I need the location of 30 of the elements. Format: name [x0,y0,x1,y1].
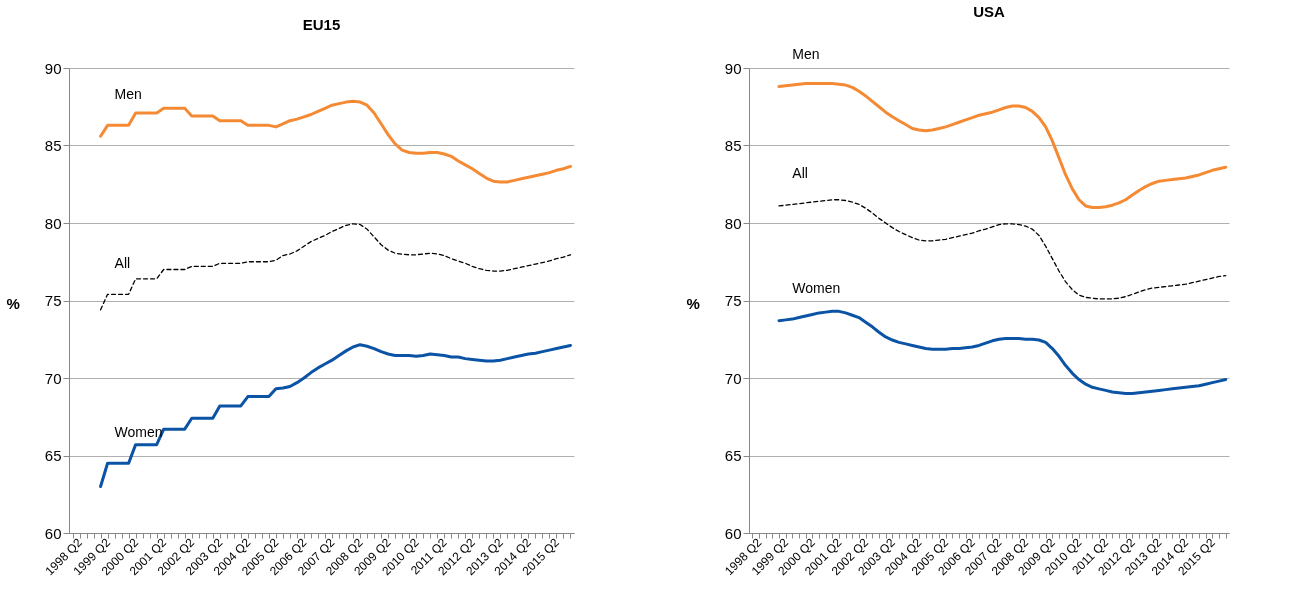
y-tick-label: 90 [724,59,742,77]
series-label: All [114,255,131,272]
series-label: All [792,165,808,182]
y-tick-label: 75 [44,292,62,309]
line-series [99,343,572,488]
y-tick-label: 80 [44,214,62,232]
y-tick-label: 70 [44,369,62,387]
y-tick-label: 70 [724,369,742,387]
y-axis-title: % [686,294,700,312]
y-tick-label: 90 [44,59,62,77]
chart-title: EU15 [302,16,341,33]
y-tick-label: 85 [724,137,742,154]
series-label: Women [114,424,163,441]
line-series [777,82,1228,209]
line-series [99,99,572,184]
y-tick-label: 85 [44,137,62,154]
y-tick-label: 60 [44,524,62,542]
y-tick-label: 60 [724,524,742,542]
line-series [778,199,1227,300]
series-label: Women [792,280,841,297]
y-tick-label: 75 [724,292,742,309]
y-tick-label: 80 [724,214,742,232]
y-tick-label: 65 [44,447,62,464]
y-tick-label: 65 [724,447,742,464]
y-axis-title: % [6,294,20,312]
line-series [99,223,572,311]
line-series [777,309,1228,395]
series-label: Men [114,86,142,103]
chart-title: USA [973,3,1005,21]
series-label: Men [792,46,820,63]
